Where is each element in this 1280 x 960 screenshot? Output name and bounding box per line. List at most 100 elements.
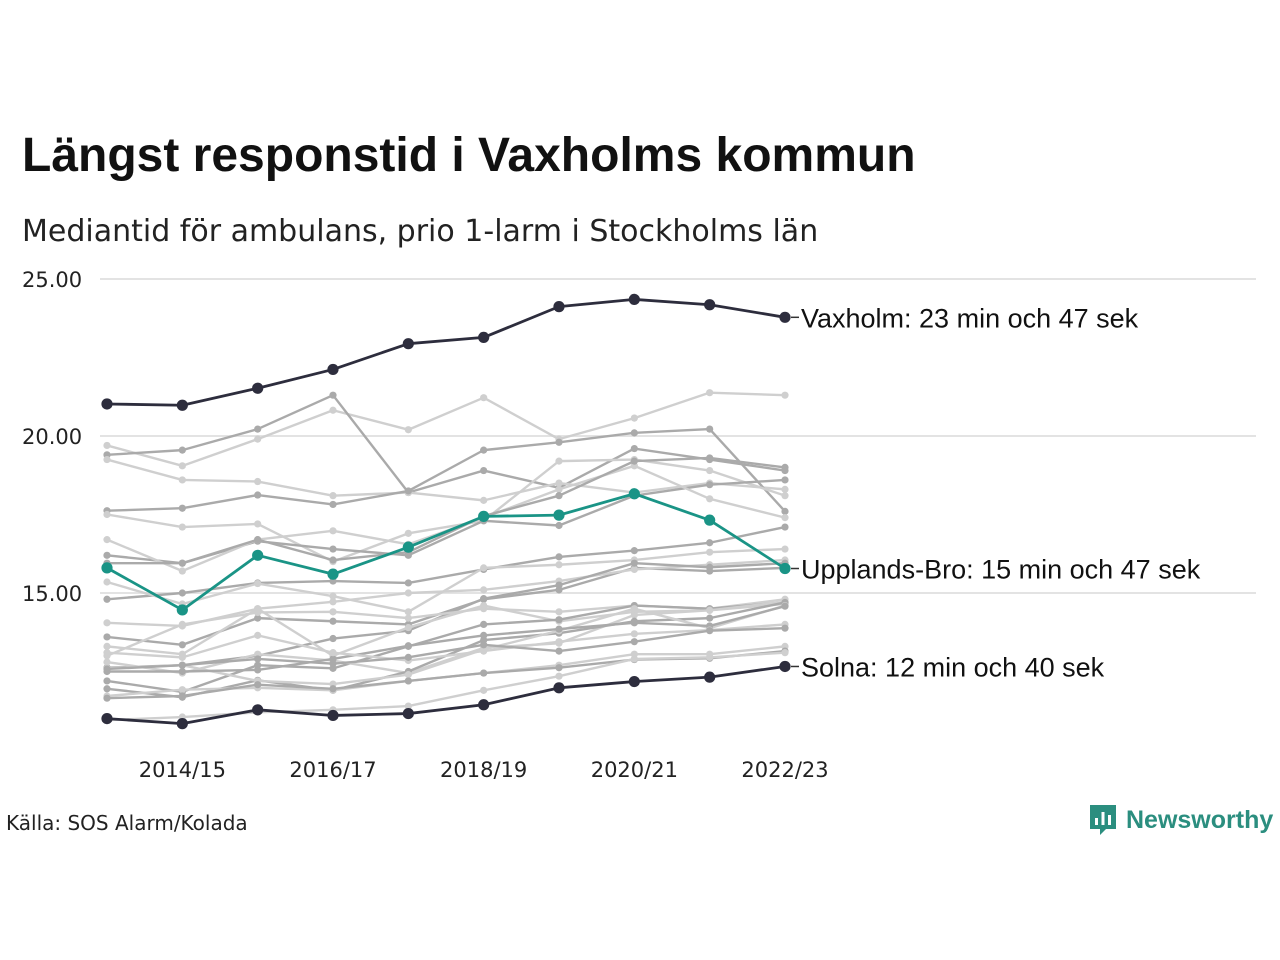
data-point [628,675,640,688]
data-point [327,568,339,580]
data-point [706,539,714,547]
data-point [178,462,186,470]
data-point [480,631,488,639]
data-point [630,611,638,619]
data-point [254,614,262,622]
data-point [176,604,188,616]
series-line [106,623,786,662]
data-point [480,601,488,610]
context-series [103,624,789,673]
data-point [628,293,640,306]
data-point [254,491,262,499]
data-point [706,563,714,571]
brand-name: Newsworthy [1126,805,1274,834]
context-series [103,391,789,497]
data-point [480,586,488,594]
data-point [555,664,563,672]
data-point [480,620,488,629]
context-series [103,455,789,566]
data-point [329,685,337,693]
data-point [480,446,488,454]
data-point [480,496,488,504]
series-line [106,391,786,468]
data-point [178,641,186,649]
data-point [555,438,563,446]
y-tick-label: 15.00 [22,582,82,606]
series-line [106,478,786,565]
context-series [103,389,789,724]
data-point [254,681,262,689]
gridlines [100,278,1256,594]
data-point [404,608,412,616]
data-point [178,620,186,629]
data-point [402,707,414,720]
data-point [555,457,563,465]
data-point [103,694,111,702]
data-point [404,642,412,650]
data-point [178,686,186,694]
highlighted-series [101,488,791,616]
data-point [178,523,186,531]
series-line [106,601,786,694]
data-point [630,429,638,437]
data-point [329,660,337,668]
data-point [254,520,262,528]
data-point [329,556,337,564]
series-line [106,665,786,726]
data-point [630,655,638,663]
data-point [779,562,791,575]
data-point [329,391,337,399]
data-point [555,616,563,624]
data-point [781,602,789,610]
series-line [106,547,786,614]
data-point [103,642,111,650]
data-point [480,669,488,677]
data-point [101,713,113,725]
data-point [103,649,111,657]
data-point [706,653,714,661]
series-line [106,626,786,671]
data-point [630,605,638,613]
data-point [178,653,186,661]
newsworthy-logo-icon [1090,805,1116,835]
data-point [103,536,111,544]
data-point [329,617,337,625]
data-point [103,441,111,450]
data-point [404,677,412,685]
data-point [779,660,791,673]
data-point [781,523,789,531]
data-point [630,565,638,574]
data-point [402,541,414,553]
data-point [103,510,111,519]
data-point [178,692,186,700]
data-point [555,647,563,655]
series-label: Upplands-Bro: 15 min och 47 sek [801,555,1201,585]
data-point [706,614,714,622]
data-point [781,507,789,515]
series-labels: Vaxholm: 23 min och 47 sek Upplands-Bro: … [791,303,1201,682]
data-point [630,547,638,555]
x-tick-label: 2020/21 [591,758,678,782]
series-line [106,651,786,722]
series-line [106,458,786,563]
data-point [404,487,412,495]
series-line [106,458,786,502]
data-point [404,589,412,597]
data-point [404,529,412,537]
data-point [630,559,638,567]
series-line [106,393,786,494]
data-point [103,455,111,464]
data-point [254,536,262,544]
data-point [178,567,186,575]
data-point [781,463,789,471]
series-line [107,605,786,673]
data-point [555,485,563,493]
data-point [706,606,714,614]
data-point [103,595,111,603]
chart-subtitle: Mediantid för ambulans, prio 1-larm i St… [22,214,819,249]
data-point [103,578,111,586]
source-note: Källa: SOS Alarm/Kolada [6,811,248,835]
data-point [254,477,262,486]
data-point [329,406,337,414]
